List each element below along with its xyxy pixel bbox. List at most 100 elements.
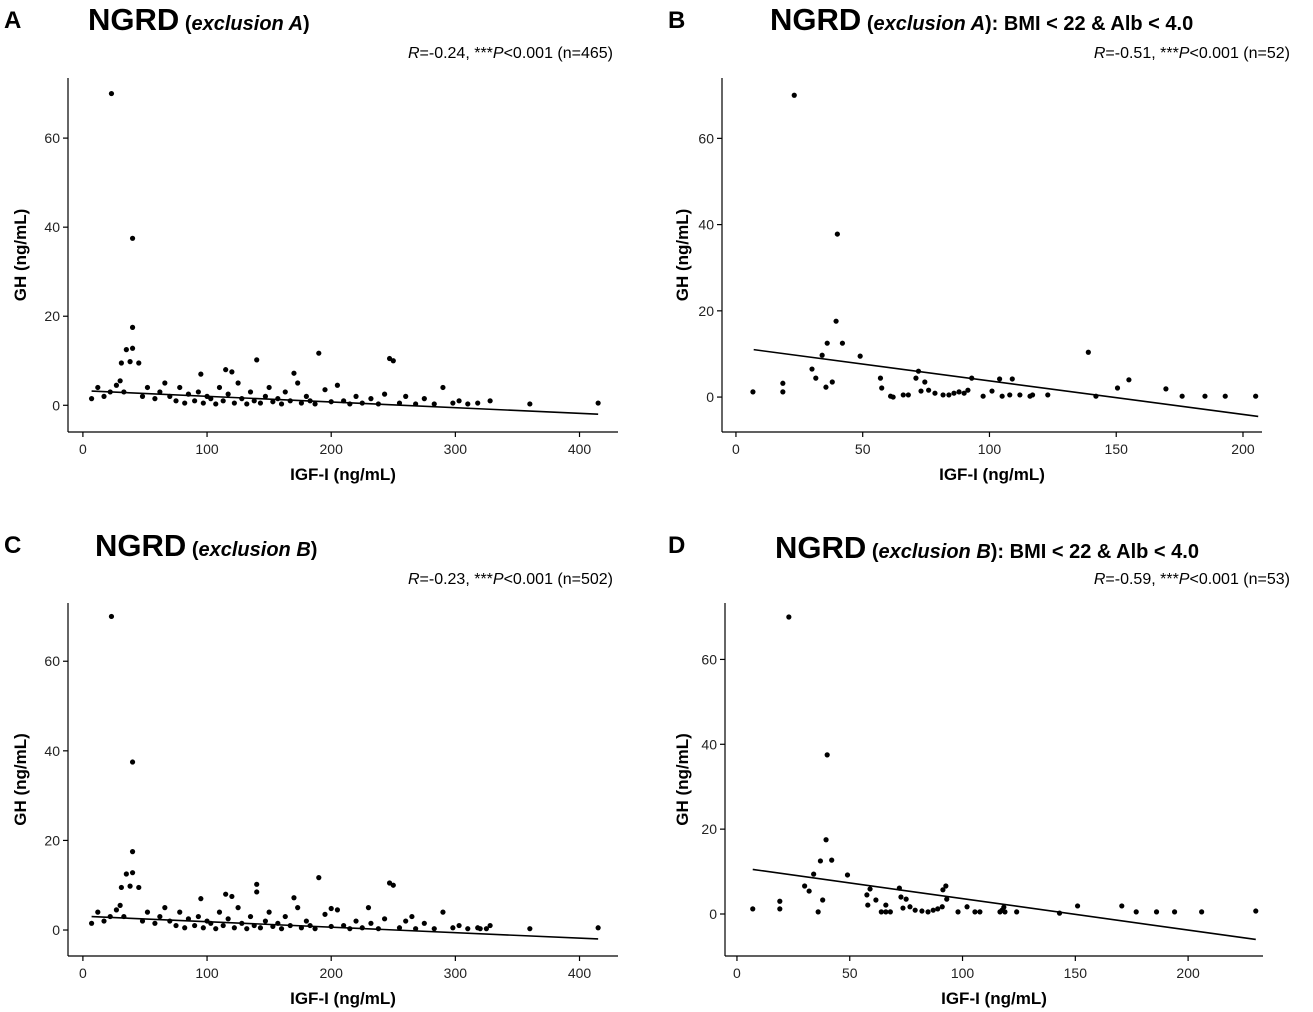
point: [257, 925, 264, 931]
point: [780, 389, 786, 395]
point: [940, 392, 946, 398]
point: [806, 888, 812, 894]
point: [316, 350, 322, 356]
point: [431, 926, 437, 932]
point: [270, 399, 276, 405]
point: [173, 398, 179, 404]
point: [282, 913, 288, 920]
point: [88, 396, 95, 402]
fit-line: [91, 390, 599, 415]
point: [919, 908, 925, 914]
annotation-part: =-0.59, ***: [1105, 571, 1178, 588]
x-axis-label: IGF-I (ng/mL): [290, 989, 396, 1008]
point: [421, 920, 427, 926]
point: [129, 849, 136, 855]
chart-title: NGRD (exclusion B): [95, 528, 317, 563]
point: [231, 400, 237, 406]
point: [1171, 909, 1178, 915]
point: [295, 905, 301, 911]
point: [177, 909, 183, 915]
point: [118, 360, 124, 366]
point: [964, 904, 970, 910]
point: [195, 913, 201, 920]
panel-letter: B: [668, 7, 685, 34]
annotation: R=-0.23, ***P<0.001 (n=502): [408, 571, 613, 588]
y-tick-label: 0: [52, 922, 60, 938]
point: [817, 858, 824, 864]
point: [465, 926, 471, 932]
point: [341, 922, 347, 929]
point: [487, 398, 493, 404]
title-part: ): BMI < 22 & Alb < 4.0: [985, 13, 1193, 35]
point: [298, 400, 305, 406]
chart-title: NGRD (exclusion A): [88, 2, 310, 37]
point: [883, 902, 889, 908]
x-tick-label: 300: [444, 965, 468, 981]
title-part: exclusion B: [199, 539, 311, 561]
y-tick-label: 40: [701, 736, 717, 752]
point: [431, 401, 437, 407]
point: [527, 926, 533, 932]
point: [999, 393, 1005, 399]
annotation-part: R: [408, 45, 420, 62]
point: [403, 918, 409, 924]
point: [595, 400, 601, 406]
point: [101, 918, 107, 924]
point: [900, 392, 906, 398]
point: [903, 896, 909, 902]
point: [278, 401, 285, 407]
point: [368, 396, 374, 402]
title-part: ): [311, 539, 318, 561]
point: [1017, 392, 1023, 398]
point: [200, 925, 206, 931]
x-axis-label: IGF-I (ng/mL): [939, 465, 1045, 484]
point: [925, 909, 931, 915]
point: [823, 837, 829, 843]
fit-line: [753, 348, 1259, 418]
point: [353, 918, 359, 924]
point: [88, 920, 95, 926]
point: [951, 390, 957, 396]
point: [456, 922, 462, 929]
x-axis-label: IGF-I (ng/mL): [941, 989, 1047, 1008]
point: [450, 400, 456, 406]
point: [839, 340, 846, 346]
point: [824, 340, 830, 346]
x-axis-label: IGF-I (ng/mL): [290, 465, 396, 484]
point: [127, 359, 133, 365]
point: [198, 896, 204, 902]
point: [930, 907, 936, 913]
y-tick-label: 20: [44, 832, 60, 848]
point: [943, 883, 949, 889]
point: [815, 909, 821, 915]
point: [123, 347, 129, 353]
x-tick-label: 100: [978, 441, 1002, 457]
point: [291, 895, 297, 901]
point: [322, 387, 328, 393]
point: [900, 905, 906, 911]
panel-letter: D: [668, 532, 685, 559]
point: [254, 357, 260, 363]
point: [312, 926, 318, 932]
point: [95, 909, 101, 915]
point: [192, 398, 198, 404]
point: [220, 398, 226, 404]
point: [322, 911, 328, 917]
x-tick-label: 200: [1231, 441, 1255, 457]
point: [152, 396, 158, 402]
point: [833, 318, 839, 324]
point: [1045, 392, 1051, 398]
chart-title: NGRD (exclusion A): BMI < 22 & Alb < 4.0: [770, 2, 1193, 37]
point: [390, 358, 396, 364]
point: [1126, 377, 1132, 383]
x-tick-label: 0: [733, 965, 741, 981]
title-part: NGRD: [95, 528, 186, 563]
point: [1133, 909, 1139, 915]
point: [244, 926, 250, 932]
y-tick-label: 60: [698, 130, 714, 146]
point: [312, 401, 318, 407]
title-part: exclusion A: [192, 13, 304, 35]
point: [225, 391, 231, 397]
point: [867, 886, 873, 892]
point: [864, 892, 870, 898]
